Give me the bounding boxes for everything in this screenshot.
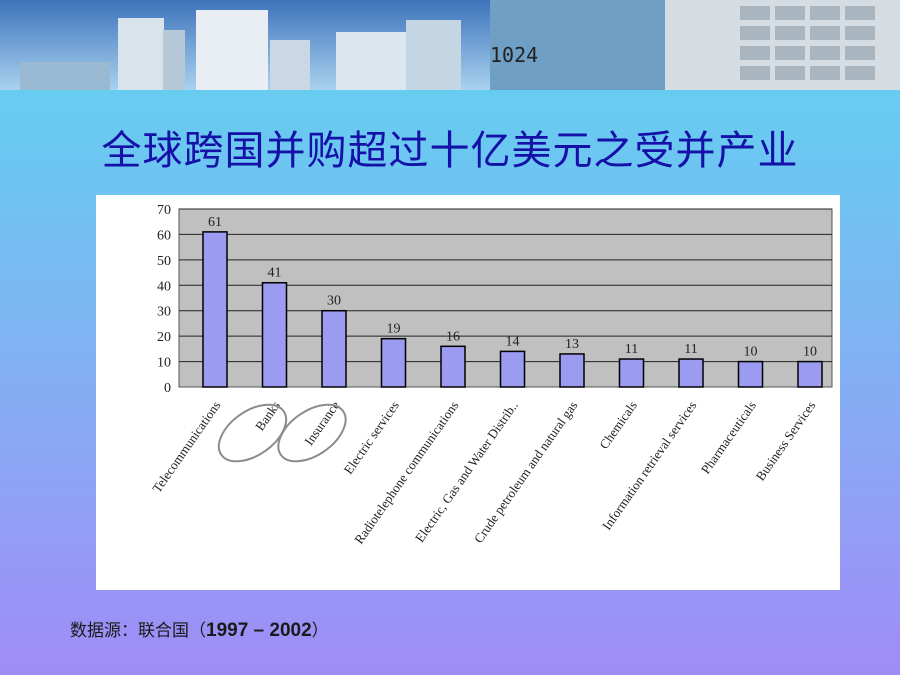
source-label: 数据源：联合国（ bbox=[70, 621, 206, 641]
data-label: 10 bbox=[744, 345, 758, 360]
y-tick-label: 20 bbox=[157, 330, 171, 345]
bar bbox=[737, 360, 764, 388]
page-title: 全球跨国并购超过十亿美元之受并产业 bbox=[101, 128, 799, 174]
x-tick-label: Electric services bbox=[341, 398, 402, 477]
highlight-ellipse bbox=[277, 403, 347, 463]
bar bbox=[618, 358, 645, 388]
y-tick-label: 10 bbox=[157, 356, 171, 371]
data-label: 16 bbox=[446, 329, 460, 344]
x-tick-label: Chemicals bbox=[596, 398, 640, 452]
data-label: 30 bbox=[327, 294, 341, 309]
data-label: 14 bbox=[506, 334, 520, 349]
data-label: 41 bbox=[268, 266, 282, 281]
x-tick-label: Crude petroleum and natural gas bbox=[471, 398, 581, 546]
bar bbox=[440, 345, 466, 388]
highlight-ellipse bbox=[217, 403, 288, 463]
y-tick-label: 60 bbox=[157, 228, 171, 243]
source-close-paren: ） bbox=[311, 621, 329, 641]
x-tick-label: Banks bbox=[252, 398, 283, 433]
data-label: 11 bbox=[684, 342, 697, 357]
x-tick-label: Radiotelephone communications bbox=[351, 398, 461, 546]
y-tick-label: 70 bbox=[157, 203, 171, 218]
bar bbox=[797, 360, 823, 388]
bar bbox=[678, 358, 704, 388]
data-label: 10 bbox=[803, 345, 817, 360]
bar bbox=[499, 350, 526, 388]
x-tick-label: Electric, Gas and Water Distrib.. bbox=[412, 398, 521, 545]
y-tick-label: 40 bbox=[157, 279, 171, 294]
city-skyline-image: 1024 bbox=[0, 0, 900, 90]
x-tick-label: Telecommunications bbox=[149, 398, 223, 495]
x-tick-label: Pharmaceuticals bbox=[698, 398, 759, 476]
banner-digits: 1024 bbox=[490, 43, 538, 67]
source-note: 数据源：联合国（1997 – 2002） bbox=[70, 616, 329, 642]
x-tick-label: Business Services bbox=[753, 398, 819, 483]
y-tick-label: 50 bbox=[157, 254, 171, 269]
data-label: 13 bbox=[565, 337, 579, 352]
bar bbox=[202, 231, 228, 388]
bar bbox=[380, 337, 407, 388]
bar-chart: 0 10 20 30 40 50 60 70 61 Telecommunications 41 Ban… bbox=[96, 195, 840, 590]
data-label: 11 bbox=[625, 342, 638, 357]
bar bbox=[559, 353, 585, 388]
bar bbox=[321, 309, 347, 388]
data-label: 61 bbox=[208, 215, 222, 230]
y-tick-label: 30 bbox=[157, 305, 171, 320]
header-banner: 1024 bbox=[0, 0, 900, 90]
source-years: 1997 – 2002 bbox=[206, 620, 312, 641]
data-label: 19 bbox=[387, 322, 401, 337]
bar bbox=[261, 281, 288, 388]
y-tick-label: 0 bbox=[164, 381, 171, 396]
bar-chart-svg: 0 10 20 30 40 50 60 70 61 Telecommunications 41 Ban… bbox=[149, 203, 833, 547]
